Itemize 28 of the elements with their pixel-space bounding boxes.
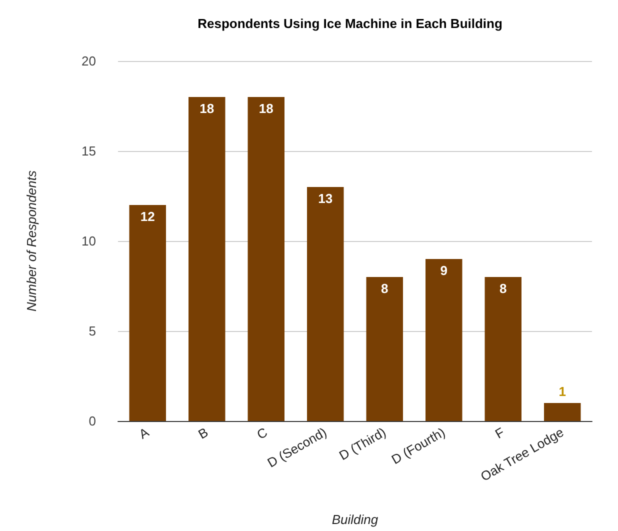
data-label: 9 bbox=[440, 263, 448, 278]
x-tick-label: C bbox=[254, 424, 270, 442]
y-axis-title: Number of Respondents bbox=[24, 170, 39, 312]
y-tick-label: 5 bbox=[88, 324, 96, 338]
x-tick-label: A bbox=[136, 424, 152, 442]
bar bbox=[366, 277, 403, 421]
bar bbox=[248, 97, 284, 421]
bar bbox=[544, 403, 581, 421]
x-tick-label: B bbox=[196, 424, 211, 442]
y-tick-label: 10 bbox=[82, 234, 96, 248]
bar bbox=[426, 259, 462, 421]
y-tick-label: 15 bbox=[82, 144, 96, 158]
bar bbox=[129, 205, 166, 421]
data-label: 18 bbox=[258, 101, 274, 116]
data-label: 12 bbox=[140, 209, 155, 224]
bar bbox=[307, 187, 344, 421]
data-label: 1 bbox=[558, 384, 566, 399]
data-label: 13 bbox=[318, 191, 333, 206]
x-axis-title: Building bbox=[332, 512, 379, 527]
x-tick-label: F bbox=[492, 424, 507, 442]
bar bbox=[188, 97, 226, 421]
y-tick-label: 20 bbox=[82, 54, 96, 68]
data-label: 8 bbox=[500, 281, 507, 296]
y-tick-label: 0 bbox=[88, 414, 96, 428]
chart-title: Respondents Using Ice Machine in Each Building bbox=[198, 16, 502, 31]
data-label: 8 bbox=[381, 281, 388, 296]
data-label: 18 bbox=[200, 101, 214, 116]
bar bbox=[484, 277, 522, 421]
